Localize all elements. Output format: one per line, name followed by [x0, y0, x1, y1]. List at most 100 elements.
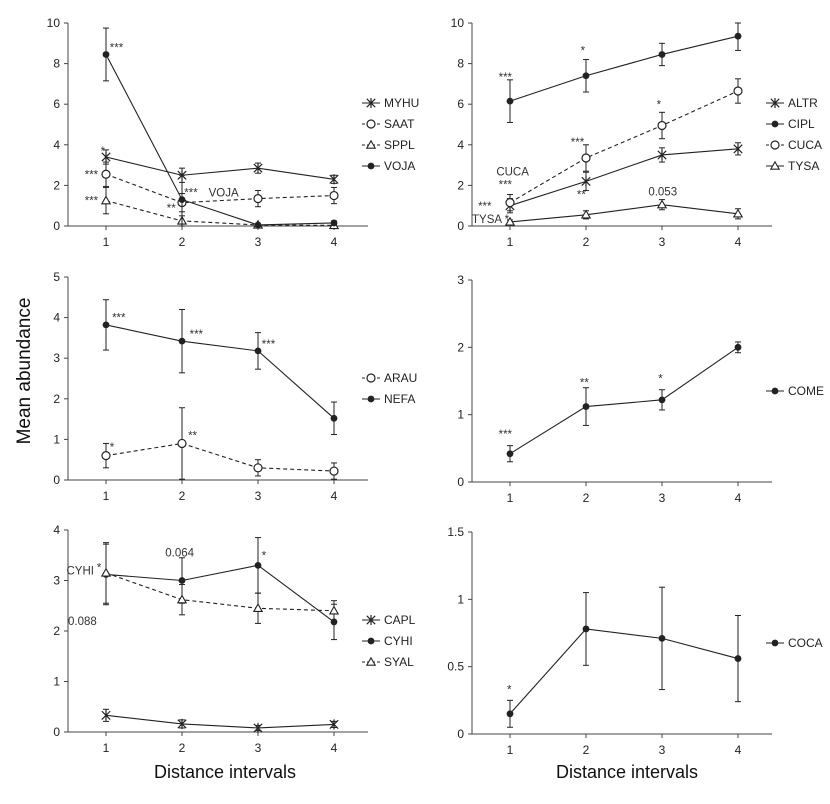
series-line — [509, 346, 739, 455]
data-point — [506, 450, 514, 458]
annotation-label: ** — [188, 430, 197, 442]
data-point — [101, 451, 111, 461]
legend-label: CIPL — [788, 117, 815, 131]
series-line — [509, 204, 739, 223]
x-tick-label: 2 — [583, 743, 590, 757]
data-point — [581, 153, 591, 163]
data-point — [657, 149, 667, 160]
legend-item-nefa: NEFA — [362, 392, 415, 406]
series-line — [105, 564, 335, 623]
x-tick-label: 4 — [735, 235, 742, 249]
legend-item-cipl: CIPL — [766, 117, 815, 131]
legend-label: CUCA — [788, 138, 822, 152]
data-point — [100, 567, 112, 577]
y-tick-label: 1 — [457, 408, 464, 422]
annotation-label: ** — [577, 190, 586, 202]
legend-item-saat: SAAT — [362, 117, 415, 131]
annotation-label: ** — [167, 203, 176, 215]
data-point — [329, 190, 339, 201]
legend-item-arau: ARAU — [362, 371, 417, 385]
legend-item-sppl: SPPL — [362, 138, 415, 152]
legend-item-myhu: MYHU — [362, 96, 419, 110]
legend-item-voja: VOJA — [362, 159, 415, 173]
y-tick-label: 0 — [53, 725, 60, 739]
data-point — [253, 193, 263, 204]
x-tick-label: 2 — [179, 235, 186, 249]
legend-marker — [367, 162, 375, 170]
legend-marker — [366, 373, 376, 383]
annotation-label: * — [657, 99, 662, 111]
y-tick-label: 3 — [457, 273, 464, 287]
x-tick-label: 3 — [659, 491, 666, 505]
data-point — [177, 438, 187, 449]
legend-marker — [771, 387, 779, 395]
series-line — [509, 90, 739, 204]
y-tick-label: 1 — [457, 592, 464, 606]
annotation-label: * — [658, 373, 663, 385]
data-point — [178, 196, 186, 204]
x-tick-label: 1 — [103, 741, 110, 755]
annotation-label: 0.053 — [648, 187, 677, 199]
series-line — [105, 324, 335, 419]
legend-marker — [365, 139, 377, 149]
x-tick-label: 3 — [255, 235, 262, 249]
legend-item-capl: CAPL — [362, 613, 416, 627]
series-arau — [101, 407, 339, 480]
legend-marker — [771, 120, 779, 128]
y-tick-label: 5 — [53, 270, 60, 284]
legend-label: COCA — [788, 636, 823, 650]
y-tick-label: 8 — [457, 57, 464, 71]
x-tick-label: 4 — [331, 489, 338, 503]
data-point — [505, 198, 515, 208]
legend-label: SAAT — [384, 117, 415, 131]
data-point — [178, 577, 186, 584]
annotation-label: CYHI — [66, 565, 93, 577]
x-tick-label: 2 — [583, 235, 590, 249]
y-tick-label: 0 — [457, 219, 464, 233]
y-tick-label: 4 — [53, 523, 60, 537]
annotation-label: *** — [499, 179, 513, 191]
legend-marker — [366, 119, 376, 129]
legend-marker — [770, 97, 780, 109]
annotation-label: *** — [184, 188, 198, 200]
x-tick-label: 2 — [179, 489, 186, 503]
data-point — [656, 199, 668, 209]
data-point — [734, 32, 742, 40]
annotation-label: * — [581, 45, 586, 57]
annotation-label: CUCA — [496, 166, 529, 178]
data-point — [253, 163, 263, 174]
y-tick-label: 2 — [53, 624, 60, 638]
data-point — [658, 634, 666, 642]
y-tick-label: 0 — [53, 219, 60, 233]
series-cipl — [506, 22, 742, 123]
data-point — [329, 719, 339, 730]
annotation-label: *** — [110, 42, 124, 54]
series-line — [105, 156, 335, 180]
annotation-label: * — [110, 442, 115, 454]
data-point — [330, 618, 338, 626]
annotation-label: 0.064 — [165, 547, 194, 559]
annotation-label: TYSA — [472, 214, 502, 226]
x-tick-label: 2 — [583, 491, 590, 505]
legend-marker — [771, 639, 779, 647]
y-tick-label: 1.5 — [447, 525, 464, 539]
legend-label: SYAL — [384, 655, 414, 669]
legend-label: NEFA — [384, 392, 415, 406]
x-tick-label: 3 — [255, 489, 262, 503]
data-point — [177, 718, 187, 729]
y-tick-label: 2 — [457, 178, 464, 192]
annotation-label: *** — [499, 72, 513, 84]
annotation-label: *** — [85, 196, 99, 208]
x-tick-label: 4 — [331, 235, 338, 249]
y-tick-label: 0 — [457, 475, 464, 489]
data-point — [734, 655, 742, 662]
legend-label: ARAU — [384, 371, 417, 385]
x-tick-label: 1 — [103, 235, 110, 249]
series-line — [509, 35, 739, 102]
x-tick-label: 2 — [179, 741, 186, 755]
series-capl — [101, 708, 339, 733]
data-point — [506, 97, 514, 105]
data-point — [580, 209, 592, 219]
annotation-label: * — [505, 214, 510, 226]
